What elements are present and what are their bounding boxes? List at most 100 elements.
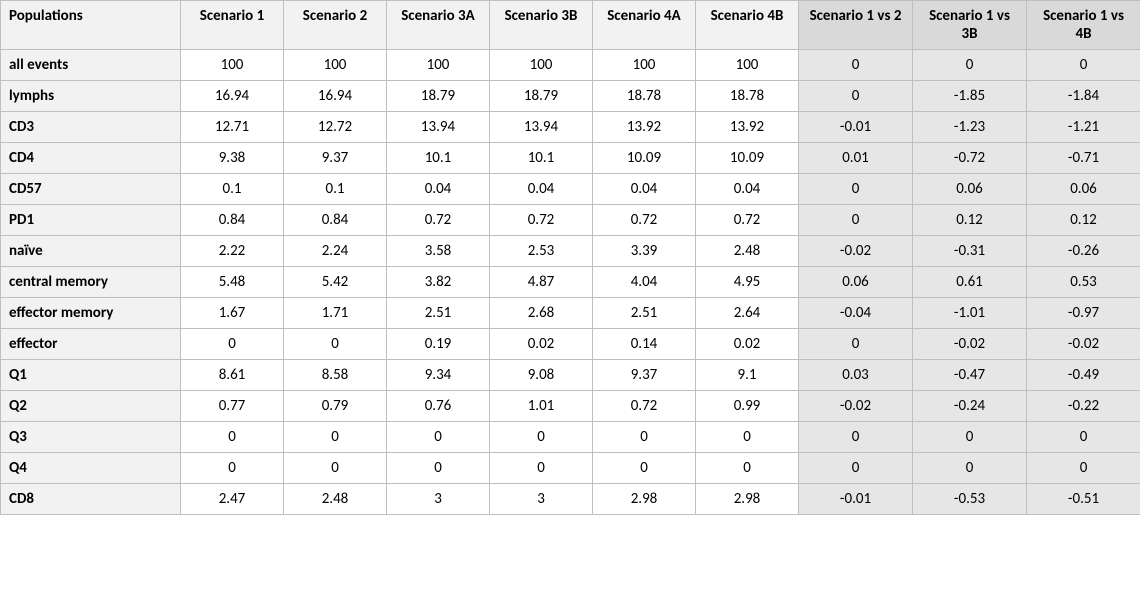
populations-table: Populations Scenario 1 Scenario 2 Scenar… (0, 0, 1140, 515)
table-row: all events100100100100100100000 (1, 50, 1140, 81)
scenario-cell: 13.94 (490, 112, 593, 143)
scenario-cell: 0 (696, 422, 799, 453)
scenario-cell: 0.02 (490, 329, 593, 360)
col-scenario-4a: Scenario 4A (593, 1, 696, 50)
table-row: effector000.190.020.140.020-0.02-0.02 (1, 329, 1140, 360)
diff-cell: 0 (799, 453, 913, 484)
scenario-cell: 0.72 (593, 391, 696, 422)
diff-cell: 0 (1027, 50, 1140, 81)
row-label: Q3 (1, 422, 181, 453)
scenario-cell: 0.02 (696, 329, 799, 360)
scenario-cell: 18.78 (593, 81, 696, 112)
scenario-cell: 9.37 (593, 360, 696, 391)
scenario-cell: 0 (284, 453, 387, 484)
diff-cell: 0.12 (913, 205, 1027, 236)
table-header-row: Populations Scenario 1 Scenario 2 Scenar… (1, 1, 1140, 50)
scenario-cell: 0.04 (696, 174, 799, 205)
col-scenario-3a: Scenario 3A (387, 1, 490, 50)
scenario-cell: 0 (181, 329, 284, 360)
row-label: lymphs (1, 81, 181, 112)
scenario-cell: 10.09 (593, 143, 696, 174)
scenario-cell: 10.09 (696, 143, 799, 174)
scenario-cell: 0 (593, 422, 696, 453)
scenario-cell: 100 (696, 50, 799, 81)
diff-cell: -0.02 (913, 329, 1027, 360)
scenario-cell: 0 (696, 453, 799, 484)
scenario-cell: 0.04 (593, 174, 696, 205)
table-body: all events100100100100100100000lymphs16.… (1, 50, 1140, 515)
scenario-cell: 0 (181, 453, 284, 484)
scenario-cell: 100 (490, 50, 593, 81)
diff-cell: -1.84 (1027, 81, 1140, 112)
scenario-cell: 4.04 (593, 267, 696, 298)
diff-cell: 0 (913, 422, 1027, 453)
row-label: PD1 (1, 205, 181, 236)
scenario-cell: 2.98 (593, 484, 696, 515)
table-row: CD82.472.48332.982.98-0.01-0.53-0.51 (1, 484, 1140, 515)
scenario-cell: 4.95 (696, 267, 799, 298)
scenario-cell: 1.01 (490, 391, 593, 422)
scenario-cell: 13.94 (387, 112, 490, 143)
scenario-cell: 10.1 (387, 143, 490, 174)
diff-cell: -1.23 (913, 112, 1027, 143)
diff-cell: -0.24 (913, 391, 1027, 422)
diff-cell: -1.21 (1027, 112, 1140, 143)
scenario-cell: 16.94 (181, 81, 284, 112)
scenario-cell: 0.14 (593, 329, 696, 360)
scenario-cell: 0.19 (387, 329, 490, 360)
scenario-cell: 2.68 (490, 298, 593, 329)
scenario-cell: 2.22 (181, 236, 284, 267)
scenario-cell: 2.64 (696, 298, 799, 329)
scenario-cell: 100 (387, 50, 490, 81)
diff-cell: -0.47 (913, 360, 1027, 391)
diff-cell: -0.02 (799, 391, 913, 422)
col-diff-1v3b: Scenario 1 vs 3B (913, 1, 1027, 50)
scenario-cell: 0.77 (181, 391, 284, 422)
col-diff-1v4b: Scenario 1 vs 4B (1027, 1, 1140, 50)
scenario-cell: 0.04 (490, 174, 593, 205)
row-label: effector (1, 329, 181, 360)
scenario-cell: 100 (284, 50, 387, 81)
diff-cell: -0.01 (799, 112, 913, 143)
diff-cell: 0.53 (1027, 267, 1140, 298)
scenario-cell: 100 (593, 50, 696, 81)
scenario-cell: 18.79 (490, 81, 593, 112)
diff-cell: -0.04 (799, 298, 913, 329)
diff-cell: 0.06 (799, 267, 913, 298)
diff-cell: 0 (1027, 422, 1140, 453)
table-row: lymphs16.9416.9418.7918.7918.7818.780-1.… (1, 81, 1140, 112)
scenario-cell: 4.87 (490, 267, 593, 298)
row-label: CD4 (1, 143, 181, 174)
table-row: CD49.389.3710.110.110.0910.090.01-0.72-0… (1, 143, 1140, 174)
scenario-cell: 3 (490, 484, 593, 515)
scenario-cell: 9.08 (490, 360, 593, 391)
scenario-cell: 5.48 (181, 267, 284, 298)
scenario-cell: 2.24 (284, 236, 387, 267)
scenario-cell: 9.1 (696, 360, 799, 391)
scenario-cell: 0 (284, 422, 387, 453)
col-diff-1v2: Scenario 1 vs 2 (799, 1, 913, 50)
table-row: central memory5.485.423.824.874.044.950.… (1, 267, 1140, 298)
col-populations: Populations (1, 1, 181, 50)
row-label: CD57 (1, 174, 181, 205)
diff-cell: -0.53 (913, 484, 1027, 515)
scenario-cell: 0 (387, 453, 490, 484)
scenario-cell: 0.84 (181, 205, 284, 236)
row-label: Q1 (1, 360, 181, 391)
scenario-cell: 0 (387, 422, 490, 453)
scenario-cell: 3.58 (387, 236, 490, 267)
diff-cell: 0.06 (1027, 174, 1140, 205)
scenario-cell: 0 (593, 453, 696, 484)
scenario-cell: 8.61 (181, 360, 284, 391)
scenario-cell: 9.38 (181, 143, 284, 174)
diff-cell: -0.31 (913, 236, 1027, 267)
table-row: Q3000000000 (1, 422, 1140, 453)
scenario-cell: 0 (181, 422, 284, 453)
scenario-cell: 0.99 (696, 391, 799, 422)
scenario-cell: 3.82 (387, 267, 490, 298)
diff-cell: -0.22 (1027, 391, 1140, 422)
table-row: Q4000000000 (1, 453, 1140, 484)
diff-cell: 0 (799, 205, 913, 236)
diff-cell: 0 (799, 329, 913, 360)
diff-cell: -1.85 (913, 81, 1027, 112)
